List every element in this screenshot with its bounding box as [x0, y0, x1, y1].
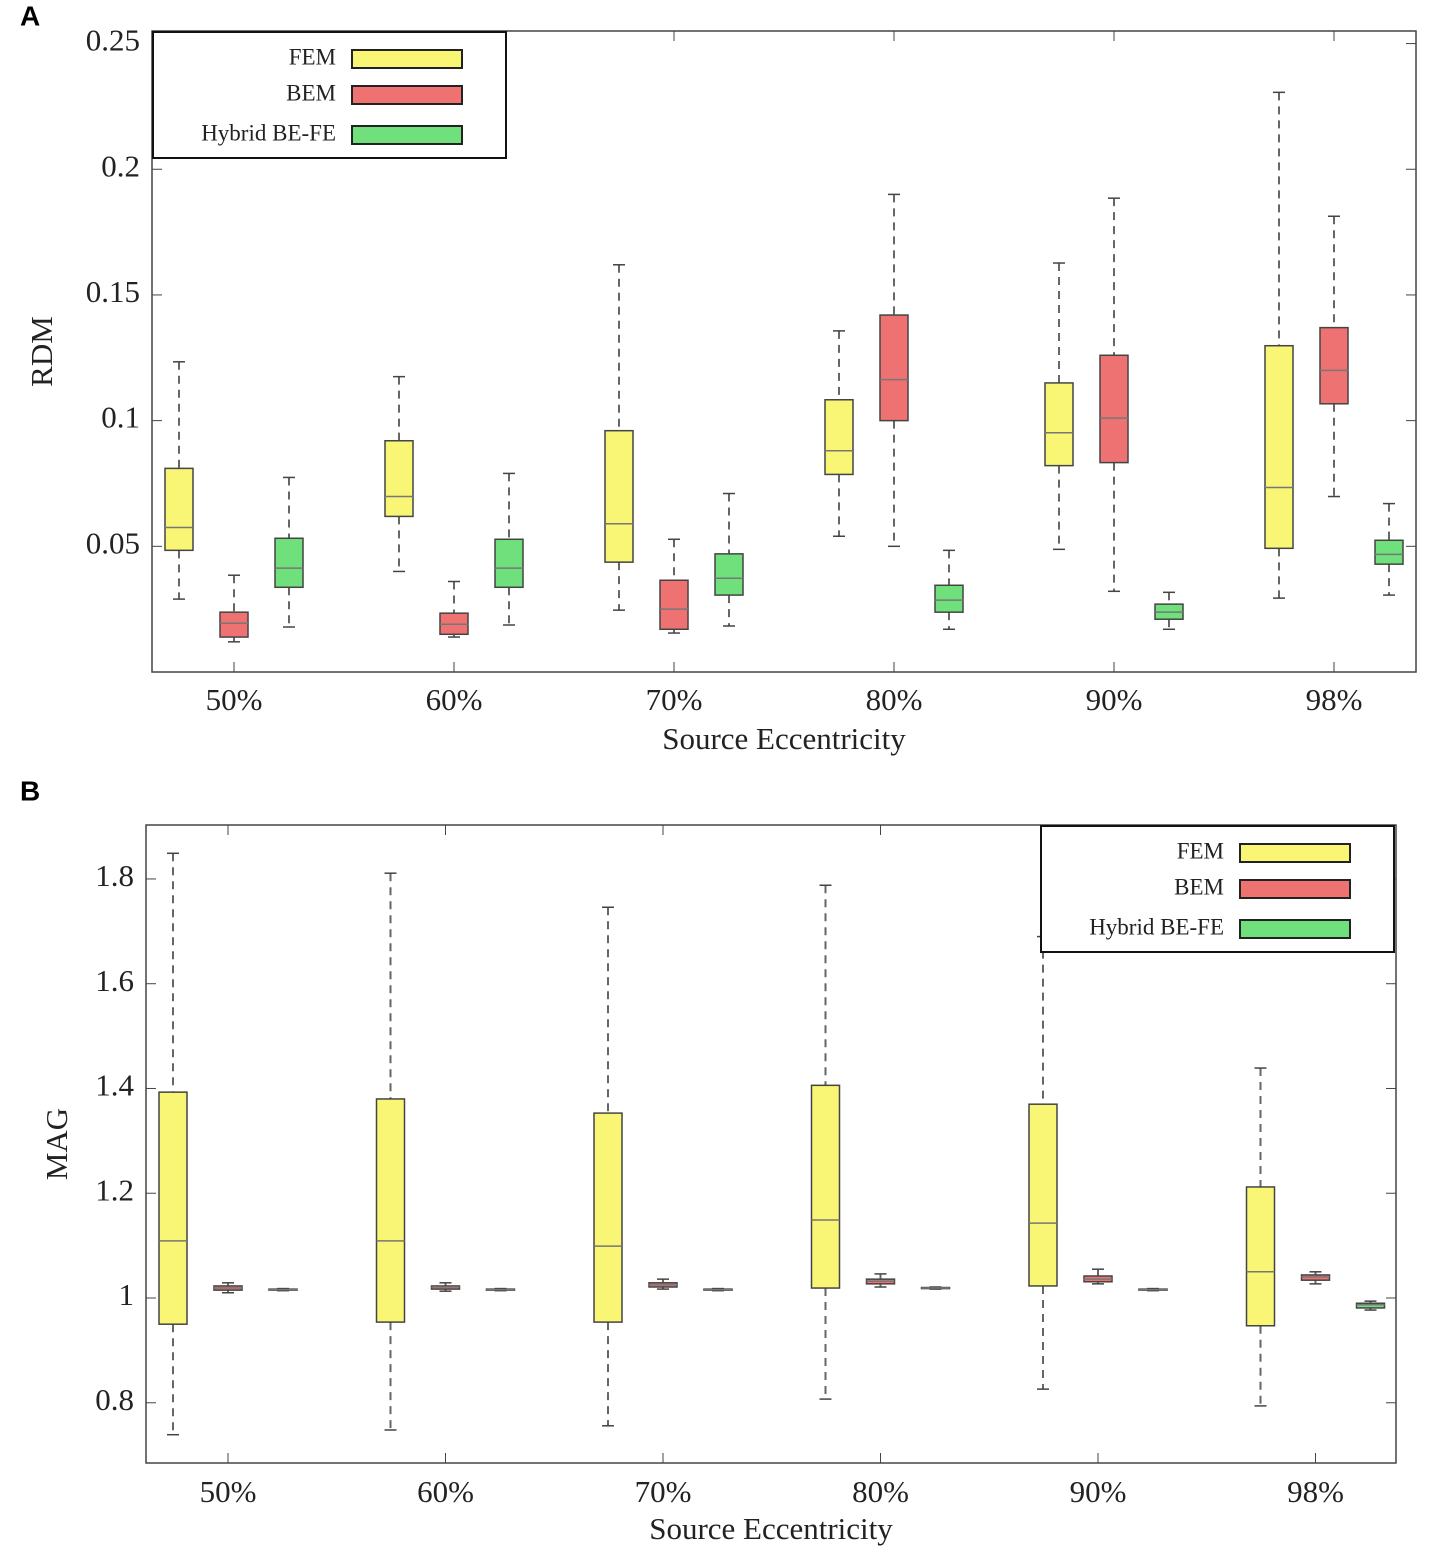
- box: [158, 1091, 188, 1325]
- legend-swatch: [351, 49, 463, 69]
- x-tick-label: 90%: [1070, 1474, 1127, 1509]
- x-axis-label: Source Eccentricity: [649, 1511, 893, 1546]
- x-tick-label: 50%: [200, 1474, 257, 1509]
- box: [714, 553, 744, 596]
- x-tick-label: 98%: [1306, 682, 1363, 717]
- legend-label: Hybrid BE-FE: [1089, 914, 1224, 939]
- y-tick-label: 0.2: [101, 148, 140, 183]
- box: [1099, 354, 1129, 464]
- legend-swatch: [1239, 879, 1351, 899]
- panel-label: A: [20, 0, 40, 31]
- legend-swatch: [351, 85, 463, 105]
- box: [824, 399, 854, 476]
- y-axis-label: RDM: [24, 316, 59, 387]
- y-tick-label: 0.15: [86, 274, 140, 309]
- x-axis-label: Source Eccentricity: [662, 721, 906, 756]
- y-tick-label: 0.05: [86, 525, 140, 560]
- y-axis-label: MAG: [39, 1108, 74, 1180]
- box: [1319, 326, 1349, 405]
- box: [659, 579, 689, 631]
- x-tick-label: 98%: [1287, 1474, 1344, 1509]
- legend-label: FEM: [289, 44, 336, 69]
- y-tick-label: 1.4: [95, 1068, 134, 1103]
- box: [879, 314, 909, 422]
- legend-label: FEM: [1177, 838, 1224, 863]
- box: [810, 1084, 841, 1289]
- legend-swatch: [351, 125, 463, 145]
- x-tick-label: 50%: [206, 682, 263, 717]
- legend-swatch: [1239, 919, 1351, 939]
- box: [494, 538, 524, 589]
- x-tick-label: 90%: [1086, 682, 1143, 717]
- box: [1245, 1186, 1276, 1327]
- box: [934, 584, 964, 613]
- y-tick-label: 0.8: [95, 1382, 134, 1417]
- box: [1044, 382, 1074, 467]
- legend-label: Hybrid BE-FE: [201, 120, 336, 145]
- box: [375, 1098, 406, 1323]
- x-tick-label: 80%: [852, 1474, 909, 1509]
- y-tick-label: 1: [119, 1277, 135, 1312]
- box: [1355, 1302, 1386, 1309]
- legend-swatch: [1239, 843, 1351, 863]
- x-tick-label: 70%: [635, 1474, 692, 1509]
- box: [384, 439, 414, 518]
- y-tick-label: 0.1: [101, 400, 140, 435]
- legend-label: BEM: [286, 80, 336, 105]
- y-tick-label: 1.8: [95, 858, 134, 893]
- box: [1374, 539, 1404, 565]
- x-tick-label: 60%: [417, 1474, 474, 1509]
- x-tick-label: 70%: [646, 682, 703, 717]
- box: [1028, 1103, 1058, 1287]
- y-tick-label: 1.2: [95, 1172, 134, 1207]
- y-tick-label: 1.6: [95, 963, 134, 998]
- legend-label: BEM: [1174, 874, 1224, 899]
- box: [219, 611, 249, 638]
- x-tick-label: 60%: [426, 682, 483, 717]
- x-tick-label: 80%: [866, 682, 923, 717]
- box: [593, 1112, 623, 1323]
- panel-label: B: [20, 775, 40, 806]
- y-tick-label: 0.25: [86, 23, 140, 58]
- box: [274, 537, 304, 589]
- box: [1264, 344, 1294, 550]
- box: [164, 467, 194, 552]
- box: [604, 429, 634, 563]
